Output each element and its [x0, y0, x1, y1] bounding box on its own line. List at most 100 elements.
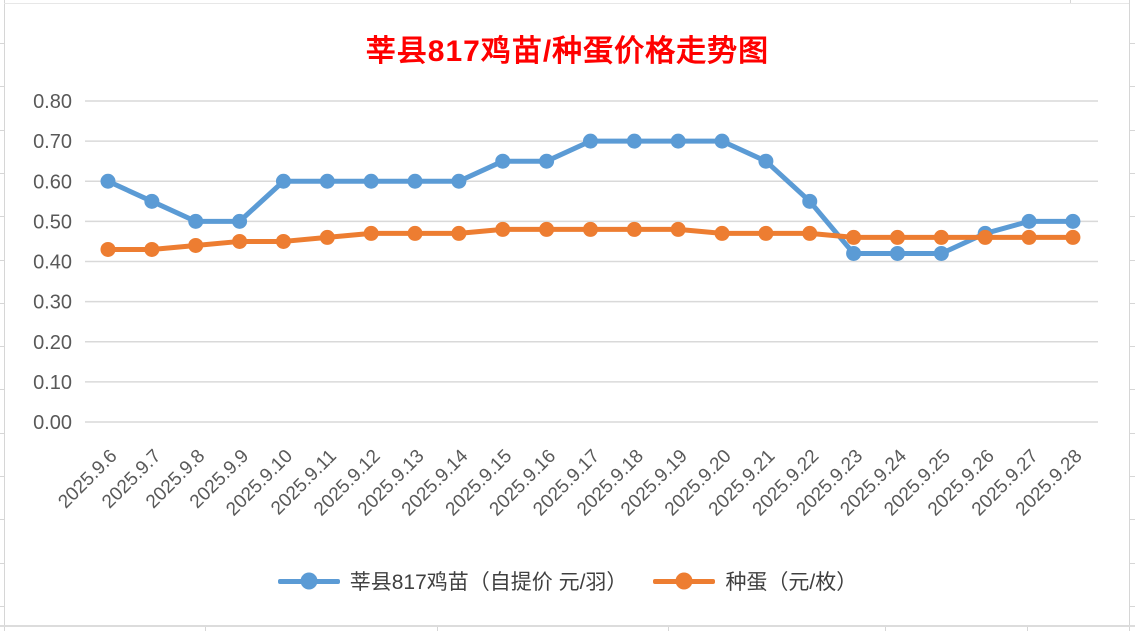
spreadsheet-gridline — [1130, 346, 1135, 347]
data-point[interactable] — [582, 133, 598, 149]
legend-line-marker-chicks-icon — [277, 572, 340, 590]
spreadsheet-gridline — [1130, 216, 1135, 217]
data-point[interactable] — [451, 173, 467, 189]
data-point[interactable] — [451, 225, 467, 241]
spreadsheet-gridline — [1070, 0, 1071, 3]
data-point[interactable] — [144, 241, 160, 257]
data-point[interactable] — [188, 237, 204, 253]
data-point[interactable] — [626, 221, 642, 237]
spreadsheet-gridline — [437, 627, 438, 631]
data-point[interactable] — [1021, 229, 1037, 245]
data-point[interactable] — [275, 173, 291, 189]
data-point[interactable] — [232, 213, 248, 229]
spreadsheet-gridline — [1130, 173, 1135, 174]
chart-legend: 莘县817鸡苗（自提价 元/羽） 种蛋（元/枚） — [0, 566, 1135, 596]
data-point[interactable] — [1065, 213, 1081, 229]
legend-item-chicks[interactable]: 莘县817鸡苗（自提价 元/羽） — [277, 566, 628, 596]
y-axis-label: 0.40 — [33, 252, 72, 274]
spreadsheet-gridline — [0, 173, 4, 174]
spreadsheet-gridline — [1130, 519, 1135, 520]
data-point[interactable] — [363, 173, 379, 189]
spreadsheet-gridline — [1027, 627, 1028, 631]
data-point[interactable] — [144, 193, 160, 209]
y-axis-label: 0.00 — [33, 412, 72, 434]
spreadsheet-gridline — [0, 216, 4, 217]
legend-line-marker-eggs-icon — [653, 572, 716, 590]
spreadsheet-gridline — [0, 606, 4, 607]
spreadsheet-gridline — [0, 389, 4, 390]
spreadsheet-gridline — [0, 625, 1135, 627]
data-point[interactable] — [319, 229, 335, 245]
legend-label-eggs: 种蛋（元/枚） — [725, 571, 858, 594]
y-axis-label: 0.80 — [33, 91, 72, 113]
data-point[interactable] — [495, 153, 511, 169]
data-point[interactable] — [407, 173, 423, 189]
y-axis-label: 0.20 — [33, 332, 72, 354]
data-point[interactable] — [714, 225, 730, 241]
data-point[interactable] — [319, 173, 335, 189]
data-point[interactable] — [846, 229, 862, 245]
data-point[interactable] — [1065, 229, 1081, 245]
data-point[interactable] — [100, 173, 116, 189]
legend-item-eggs[interactable]: 种蛋（元/枚） — [653, 566, 857, 596]
legend-dot-chicks-icon — [300, 572, 318, 590]
data-point[interactable] — [407, 225, 423, 241]
data-point[interactable] — [232, 233, 248, 249]
data-point[interactable] — [188, 213, 204, 229]
data-point[interactable] — [582, 221, 598, 237]
data-point[interactable] — [670, 221, 686, 237]
data-point[interactable] — [846, 245, 862, 261]
data-point[interactable] — [802, 193, 818, 209]
spreadsheet-gridline — [0, 476, 4, 477]
data-point[interactable] — [889, 229, 905, 245]
spreadsheet-gridline — [885, 627, 886, 631]
data-point[interactable] — [889, 245, 905, 261]
data-point[interactable] — [933, 229, 949, 245]
data-point[interactable] — [933, 245, 949, 261]
spreadsheet-gridline — [1130, 130, 1135, 131]
spreadsheet-gridline — [1130, 389, 1135, 390]
data-point[interactable] — [758, 225, 774, 241]
data-point[interactable] — [626, 133, 642, 149]
spreadsheet-gridline — [205, 627, 206, 631]
chart-title[interactable]: 莘县817鸡苗/种蛋价格走势图 — [365, 35, 770, 68]
data-point[interactable] — [539, 153, 555, 169]
spreadsheet-gridline — [0, 43, 4, 44]
spreadsheet-gridline — [1129, 0, 1130, 631]
data-point[interactable] — [363, 225, 379, 241]
spreadsheet-gridline — [1130, 606, 1135, 607]
spreadsheet-gridline — [0, 86, 4, 87]
spreadsheet-gridline — [1130, 260, 1135, 261]
y-axis-label: 0.30 — [33, 292, 72, 314]
spreadsheet-gridline — [0, 346, 4, 347]
spreadsheet-gridline — [0, 433, 4, 434]
data-point[interactable] — [539, 221, 555, 237]
data-point[interactable] — [100, 241, 116, 257]
data-point[interactable] — [802, 225, 818, 241]
data-point[interactable] — [670, 133, 686, 149]
y-axis-label: 0.50 — [33, 211, 72, 233]
legend-label-chicks: 莘县817鸡苗（自提价 元/羽） — [349, 571, 628, 594]
spreadsheet-gridline — [1130, 43, 1135, 44]
legend-dot-eggs-icon — [675, 572, 693, 590]
y-axis-label: 0.10 — [33, 372, 72, 394]
data-point[interactable] — [714, 133, 730, 149]
spreadsheet-gridline — [4, 3, 1129, 4]
spreadsheet-gridline — [1130, 86, 1135, 87]
data-point[interactable] — [275, 233, 291, 249]
spreadsheet-gridline — [0, 130, 4, 131]
spreadsheet-gridline — [0, 519, 4, 520]
spreadsheet-gridline — [4, 0, 5, 631]
data-point[interactable] — [1021, 213, 1037, 229]
spreadsheet-gridline — [1130, 476, 1135, 477]
y-axis-label: 0.60 — [33, 171, 72, 193]
data-point[interactable] — [758, 153, 774, 169]
data-point[interactable] — [495, 221, 511, 237]
y-axis-label: 0.70 — [33, 131, 72, 153]
spreadsheet-gridline — [0, 563, 4, 564]
spreadsheet-gridline — [0, 303, 4, 304]
spreadsheet-gridline — [1130, 563, 1135, 564]
data-point[interactable] — [977, 229, 993, 245]
